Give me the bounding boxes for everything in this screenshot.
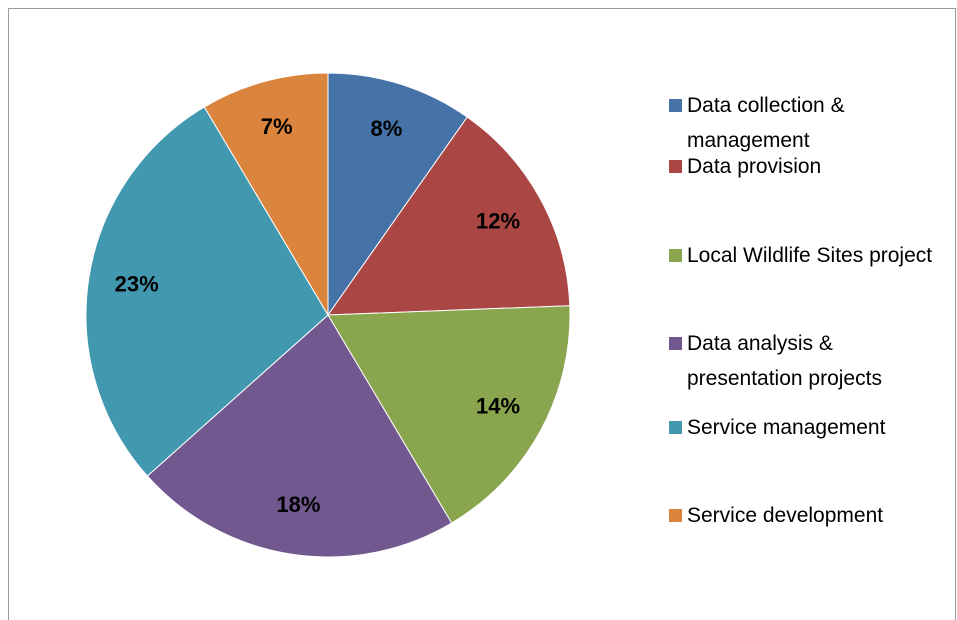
- pie-slice: [203, 72, 329, 317]
- legend-label: Service management: [687, 416, 886, 439]
- legend-entry: Service development: [669, 498, 949, 533]
- legend-swatch: [669, 160, 682, 173]
- pie-slice: [146, 314, 453, 558]
- chart-border: [8, 8, 956, 620]
- legend-swatch: [669, 99, 682, 112]
- legend-label: Data collection & management: [687, 94, 845, 152]
- pie-slice: [327, 72, 468, 317]
- legend-label: Data analysis & presentation projects: [687, 332, 882, 390]
- data-label: 7%: [261, 114, 293, 139]
- legend-label: Local Wildlife Sites project: [687, 244, 933, 267]
- legend-swatch: [669, 509, 682, 522]
- legend-entry: Data provision: [669, 149, 949, 184]
- legend-entry: Data collection & management: [669, 88, 949, 158]
- legend-swatch: [669, 249, 682, 262]
- data-label: 14%: [476, 393, 520, 418]
- pie-slice: [85, 106, 329, 477]
- legend-entry: Local Wildlife Sites project: [669, 238, 949, 273]
- pie-slice: [327, 305, 571, 524]
- pie-slice: [327, 116, 571, 316]
- legend-label: Data provision: [687, 155, 822, 178]
- legend-entry: Service management: [669, 410, 949, 445]
- data-label: 12%: [476, 208, 520, 233]
- data-label: 18%: [276, 492, 320, 517]
- data-label: 8%: [371, 116, 403, 141]
- legend-swatch: [669, 337, 682, 350]
- data-label: 23%: [115, 271, 159, 296]
- legend-swatch: [669, 421, 682, 434]
- legend-label: Service development: [687, 504, 884, 527]
- legend-entry: Data analysis & presentation projects: [669, 326, 949, 396]
